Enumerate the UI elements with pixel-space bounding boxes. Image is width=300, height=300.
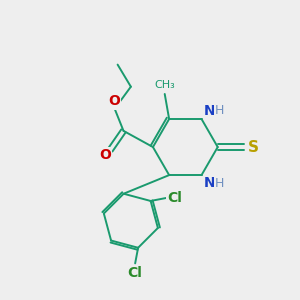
Text: CH₃: CH₃ [154, 80, 175, 90]
Text: H: H [215, 104, 224, 117]
Text: Cl: Cl [167, 191, 182, 205]
Text: H: H [215, 177, 224, 190]
Text: N: N [204, 104, 216, 118]
Text: O: O [99, 148, 111, 162]
Text: N: N [204, 176, 216, 190]
Text: S: S [248, 140, 259, 154]
Text: O: O [108, 94, 120, 108]
Text: Cl: Cl [128, 266, 142, 280]
